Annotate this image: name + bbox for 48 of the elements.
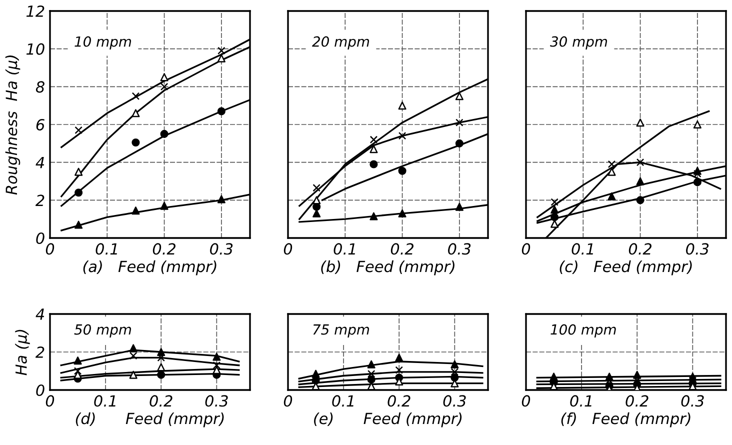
x-tick-label: 0.1 bbox=[332, 395, 354, 407]
x-tick-label: 0.2 bbox=[626, 395, 648, 407]
y-axis-title: Ha (μ) bbox=[15, 330, 30, 376]
x-axis-title: (c) Feed (mmpr) bbox=[560, 260, 692, 276]
x-tick-label: 0.3 bbox=[448, 243, 471, 255]
x-tick-label: 0 bbox=[522, 395, 530, 407]
y-tick-label: 4 bbox=[36, 308, 44, 320]
y-tick-label: 2 bbox=[35, 346, 44, 358]
y-tick-label: 0 bbox=[36, 384, 44, 396]
x-tick-label: 0 bbox=[284, 243, 292, 255]
x-tick-label: 0.2 bbox=[150, 395, 172, 407]
x-tick-label: 0.1 bbox=[572, 243, 593, 255]
x-axis-title: (d) Feed (mmpr) bbox=[76, 412, 224, 428]
x-tick-label: 0 bbox=[522, 243, 530, 255]
y-axis-title: Roughness Ha (μ) bbox=[5, 56, 20, 195]
annotation: 30 mpm bbox=[550, 36, 608, 50]
x-tick-label: 0.3 bbox=[681, 395, 704, 407]
x-tick-label: 0.1 bbox=[94, 395, 116, 407]
y-tick-label: 10 bbox=[26, 43, 44, 55]
x-tick-label: 0.2 bbox=[390, 243, 414, 255]
x-tick-label: 0.2 bbox=[388, 395, 410, 407]
x-axis-title: (b) Feed (mmpr) bbox=[321, 260, 454, 276]
annotation: 75 mpm bbox=[313, 324, 370, 338]
x-tick-label: 0.3 bbox=[210, 243, 233, 255]
x-tick-label: 0.2 bbox=[152, 243, 176, 255]
x-axis-title: (e) Feed (mmpr) bbox=[314, 412, 462, 428]
x-tick-label: 0.3 bbox=[205, 395, 228, 407]
y-tick-label: 8 bbox=[36, 81, 44, 93]
x-tick-label: 0.2 bbox=[628, 243, 652, 255]
annotation: 100 mpm bbox=[550, 324, 616, 338]
y-tick-label: 0 bbox=[36, 232, 44, 244]
y-tick-label: 12 bbox=[26, 5, 44, 17]
x-tick-label: 0.3 bbox=[443, 395, 466, 407]
x-tick-label: 0.1 bbox=[570, 395, 592, 407]
x-tick-label: 0.1 bbox=[334, 243, 355, 255]
y-tick-label: 6 bbox=[36, 118, 44, 131]
x-axis-title: (f) Feed (mmpr) bbox=[561, 412, 690, 428]
annotation: 50 mpm bbox=[74, 324, 132, 338]
x-tick-label: 0 bbox=[284, 395, 292, 407]
y-tick-label: 2 bbox=[35, 194, 44, 206]
y-tick-label: 4 bbox=[36, 157, 44, 168]
x-tick-label: 0.1 bbox=[96, 243, 117, 255]
annotation: 10 mpm bbox=[74, 36, 132, 50]
x-tick-label: 0 bbox=[46, 395, 54, 407]
x-tick-label: 0 bbox=[46, 243, 54, 255]
x-axis-title: (a) Feed (mmpr) bbox=[83, 260, 216, 276]
x-tick-label: 0.3 bbox=[686, 243, 709, 255]
annotation: 20 mpm bbox=[312, 36, 370, 50]
